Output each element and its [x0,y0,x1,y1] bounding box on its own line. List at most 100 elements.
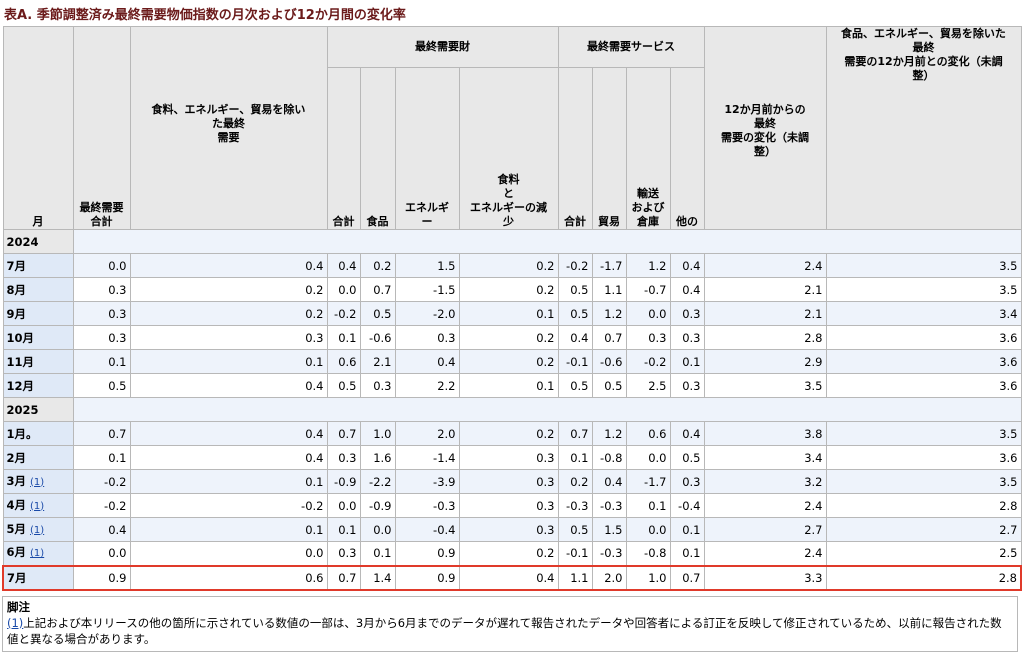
value-cell: 0.3 [625,325,671,350]
value-cell: 2.5 [825,541,1022,566]
value-cell: 0.3 [458,517,559,542]
value-cell: 0.4 [591,469,627,494]
footnote-link[interactable]: (1) [30,524,45,536]
value-cell: 0.2 [458,277,559,302]
value-cell: 0.4 [394,349,460,374]
value-cell: 0.2 [458,349,559,374]
month-label: 11月 [6,354,35,369]
value-cell: 0.7 [326,421,361,446]
value-cell: 0.7 [557,421,593,446]
value-cell: 0.5 [557,373,593,398]
value-cell: 0.4 [326,253,361,278]
value-cell: 0.3 [326,541,361,566]
table-row: 4月 (1) -0.2 -0.2 0.0 -0.9 -0.3 0.3 -0.3 -0.3 0.1-… [2,493,1022,518]
value-cell: -0.3 [591,493,627,518]
value-cell: 0.5 [591,373,627,398]
month-label: 4月 [6,497,27,512]
value-cell: 2.4 [703,541,827,566]
value-cell: 2.4 [703,493,827,518]
month-label-cell: 9月 [2,301,74,326]
month-label: 5月 [6,521,27,536]
value-cell: 0.9 [394,541,460,566]
table-row-highlighted: 7月 0.9 0.6 0.7 1.4 0.9 0.4 1.1 2.0 1.0 0.7 3.3 2.8 [2,564,1022,591]
year-label: 2024 [2,229,74,254]
footnote-1: (1)上記および本リリースの他の箇所に示されている数値の一部は、3月から6月まで… [7,615,1013,647]
col-group-goods: 最終需要財 [326,26,559,68]
month-label-cell: 8月 [2,277,74,302]
col-header-goods-total: 合計 [326,67,361,230]
value-cell: 0.7 [359,277,396,302]
month-label-cell: 3月 (1) [2,469,74,494]
month-label: 7月 [6,258,27,273]
value-cell: 0.7 [669,564,705,591]
value-cell: 2.1 [359,349,396,374]
value-cell: 0.2 [458,325,559,350]
value-cell: -0.8 [591,445,627,470]
value-cell: -0.2 [72,493,131,518]
value-cell: 3.4 [703,445,827,470]
value-cell: 0.6 [129,564,328,591]
value-cell: 2.8 [703,325,827,350]
month-label: 12月 [6,378,35,393]
value-cell: 1.2 [591,301,627,326]
table-row: 9月 0.3 0.2 -0.2 0.5 -2.0 0.1 0.5 1.2 0.0 0.3 2.1 3.4 [2,301,1022,326]
value-cell: -0.2 [557,253,593,278]
month-label: 2月 [6,450,27,465]
value-cell: 0.7 [326,564,361,591]
value-cell: 0.4 [72,517,131,542]
year-row-filler [72,229,1022,254]
value-cell: 2.2 [394,373,460,398]
col-header-goods-ex: 食料 と エネルギーの減 少 [458,67,559,230]
footnote-link[interactable]: (1) [30,476,45,488]
value-cell: 2.8 [825,564,1022,591]
footnote-ref-link[interactable]: (1) [7,616,24,630]
value-cell: 2.8 [825,493,1022,518]
table-row: 5月 (1) 0.4 0.1 0.1 0.0 -0.4 0.3 0.5 1.5 0.0 0.1 2.7… [2,517,1022,542]
value-cell: 1.5 [591,517,627,542]
value-cell: 3.5 [825,253,1022,278]
value-cell: 1.1 [591,277,627,302]
value-cell: 0.1 [129,349,328,374]
value-cell: -0.8 [625,541,671,566]
month-label: 6月 [6,545,27,560]
value-cell: 0.1 [326,325,361,350]
value-cell: 0.2 [129,277,328,302]
year-row-filler [72,397,1022,422]
table-row: 3月 (1) -0.2 0.1 -0.9 -2.2 -3.9 0.3 0.2 0.4 -1.7 0.… [2,469,1022,494]
value-cell: 2.5 [625,373,671,398]
footnote-link[interactable]: (1) [30,548,45,560]
value-cell: 0.1 [669,349,705,374]
month-label-cell: 10月 [2,325,74,350]
table-body: 2024 7月 0.0 0.4 0.4 0.2 1.5 0.2 -0.2 -1.7 1.2 0.4 2.… [2,229,1022,591]
value-cell: 0.4 [129,253,328,278]
value-cell: 0.3 [326,445,361,470]
value-cell: 0.9 [72,564,131,591]
month-label-cell: 6月 (1) [2,541,74,566]
footnote-link[interactable]: (1) [30,500,45,512]
value-cell: 0.3 [129,325,328,350]
value-cell: 0.4 [669,277,705,302]
value-cell: 0.4 [129,373,328,398]
value-cell: 0.1 [326,517,361,542]
value-cell: 0.1 [129,469,328,494]
table-row: 1月。 0.7 0.4 0.7 1.0 2.0 0.2 0.7 1.2 0.6 0.4 3.8 3.5 [2,421,1022,446]
value-cell: 3.6 [825,349,1022,374]
month-label-cell: 12月 [2,373,74,398]
value-cell: 0.3 [458,445,559,470]
table-row: 7月 0.0 0.4 0.4 0.2 1.5 0.2 -0.2 -1.7 1.2 0.4 2.4 3.5 [2,253,1022,278]
value-cell: 0.1 [359,541,396,566]
month-label-cell: 2月 [2,445,74,470]
value-cell: 0.3 [669,373,705,398]
col-header-total: 最終需要 合計 [72,26,131,230]
value-cell: 3.5 [825,277,1022,302]
month-label-cell: 4月 (1) [2,493,74,518]
month-label-cell: 1月。 [2,421,74,446]
table-row: 6月 (1) 0.0 0.0 0.3 0.1 0.9 0.2 -0.1 -0.3 -0.8 0.1 2… [2,541,1022,566]
value-cell: 1.4 [359,564,396,591]
table-row: 12月 0.5 0.4 0.5 0.3 2.2 0.1 0.5 0.5 2.5 0.3 3.5 3.6 [2,373,1022,398]
value-cell: -0.2 [625,349,671,374]
value-cell: 2.7 [703,517,827,542]
value-cell: 0.4 [557,325,593,350]
value-cell: 3.6 [825,325,1022,350]
value-cell: 0.3 [458,469,559,494]
